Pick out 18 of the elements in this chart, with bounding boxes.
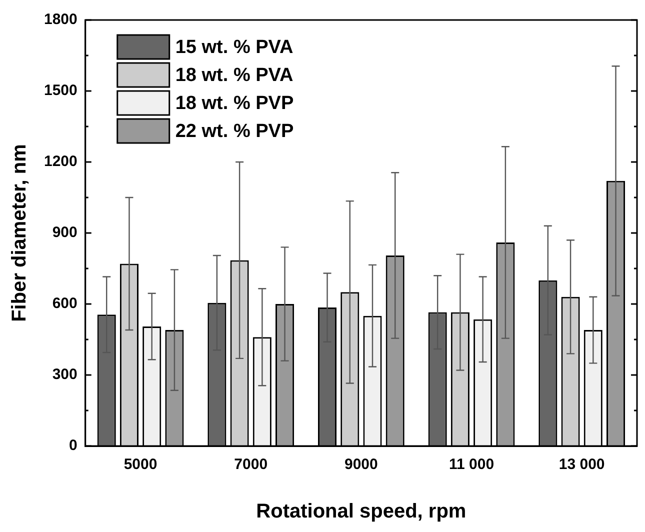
y-tick-label: 1200	[44, 153, 78, 170]
y-tick-label: 900	[52, 224, 78, 242]
y-tick-label: 600	[52, 295, 78, 312]
x-tick-label: 7000	[234, 456, 268, 474]
x-axis-title: Rotational speed, rpm	[256, 500, 466, 523]
y-axis-title: Fiber diameter, nm	[8, 144, 31, 322]
x-tick-label: 13 000	[558, 456, 605, 474]
x-tick-label: 11 000	[448, 456, 494, 474]
x-tick-label: 9000	[344, 456, 378, 474]
legend-label: 18 wt. % PVA	[175, 65, 294, 86]
legend-label: 18 wt. % PVP	[175, 93, 294, 114]
x-tick-label: 5000	[124, 456, 158, 474]
legend-label: 15 wt. % PVA	[175, 37, 294, 58]
y-tick-label: 300	[52, 366, 78, 384]
y-tick-label: 0	[69, 437, 78, 454]
legend-label: 22 wt. % PVP	[175, 121, 294, 142]
y-tick-label: 1500	[44, 82, 78, 100]
y-tick-label: 1800	[44, 11, 78, 28]
